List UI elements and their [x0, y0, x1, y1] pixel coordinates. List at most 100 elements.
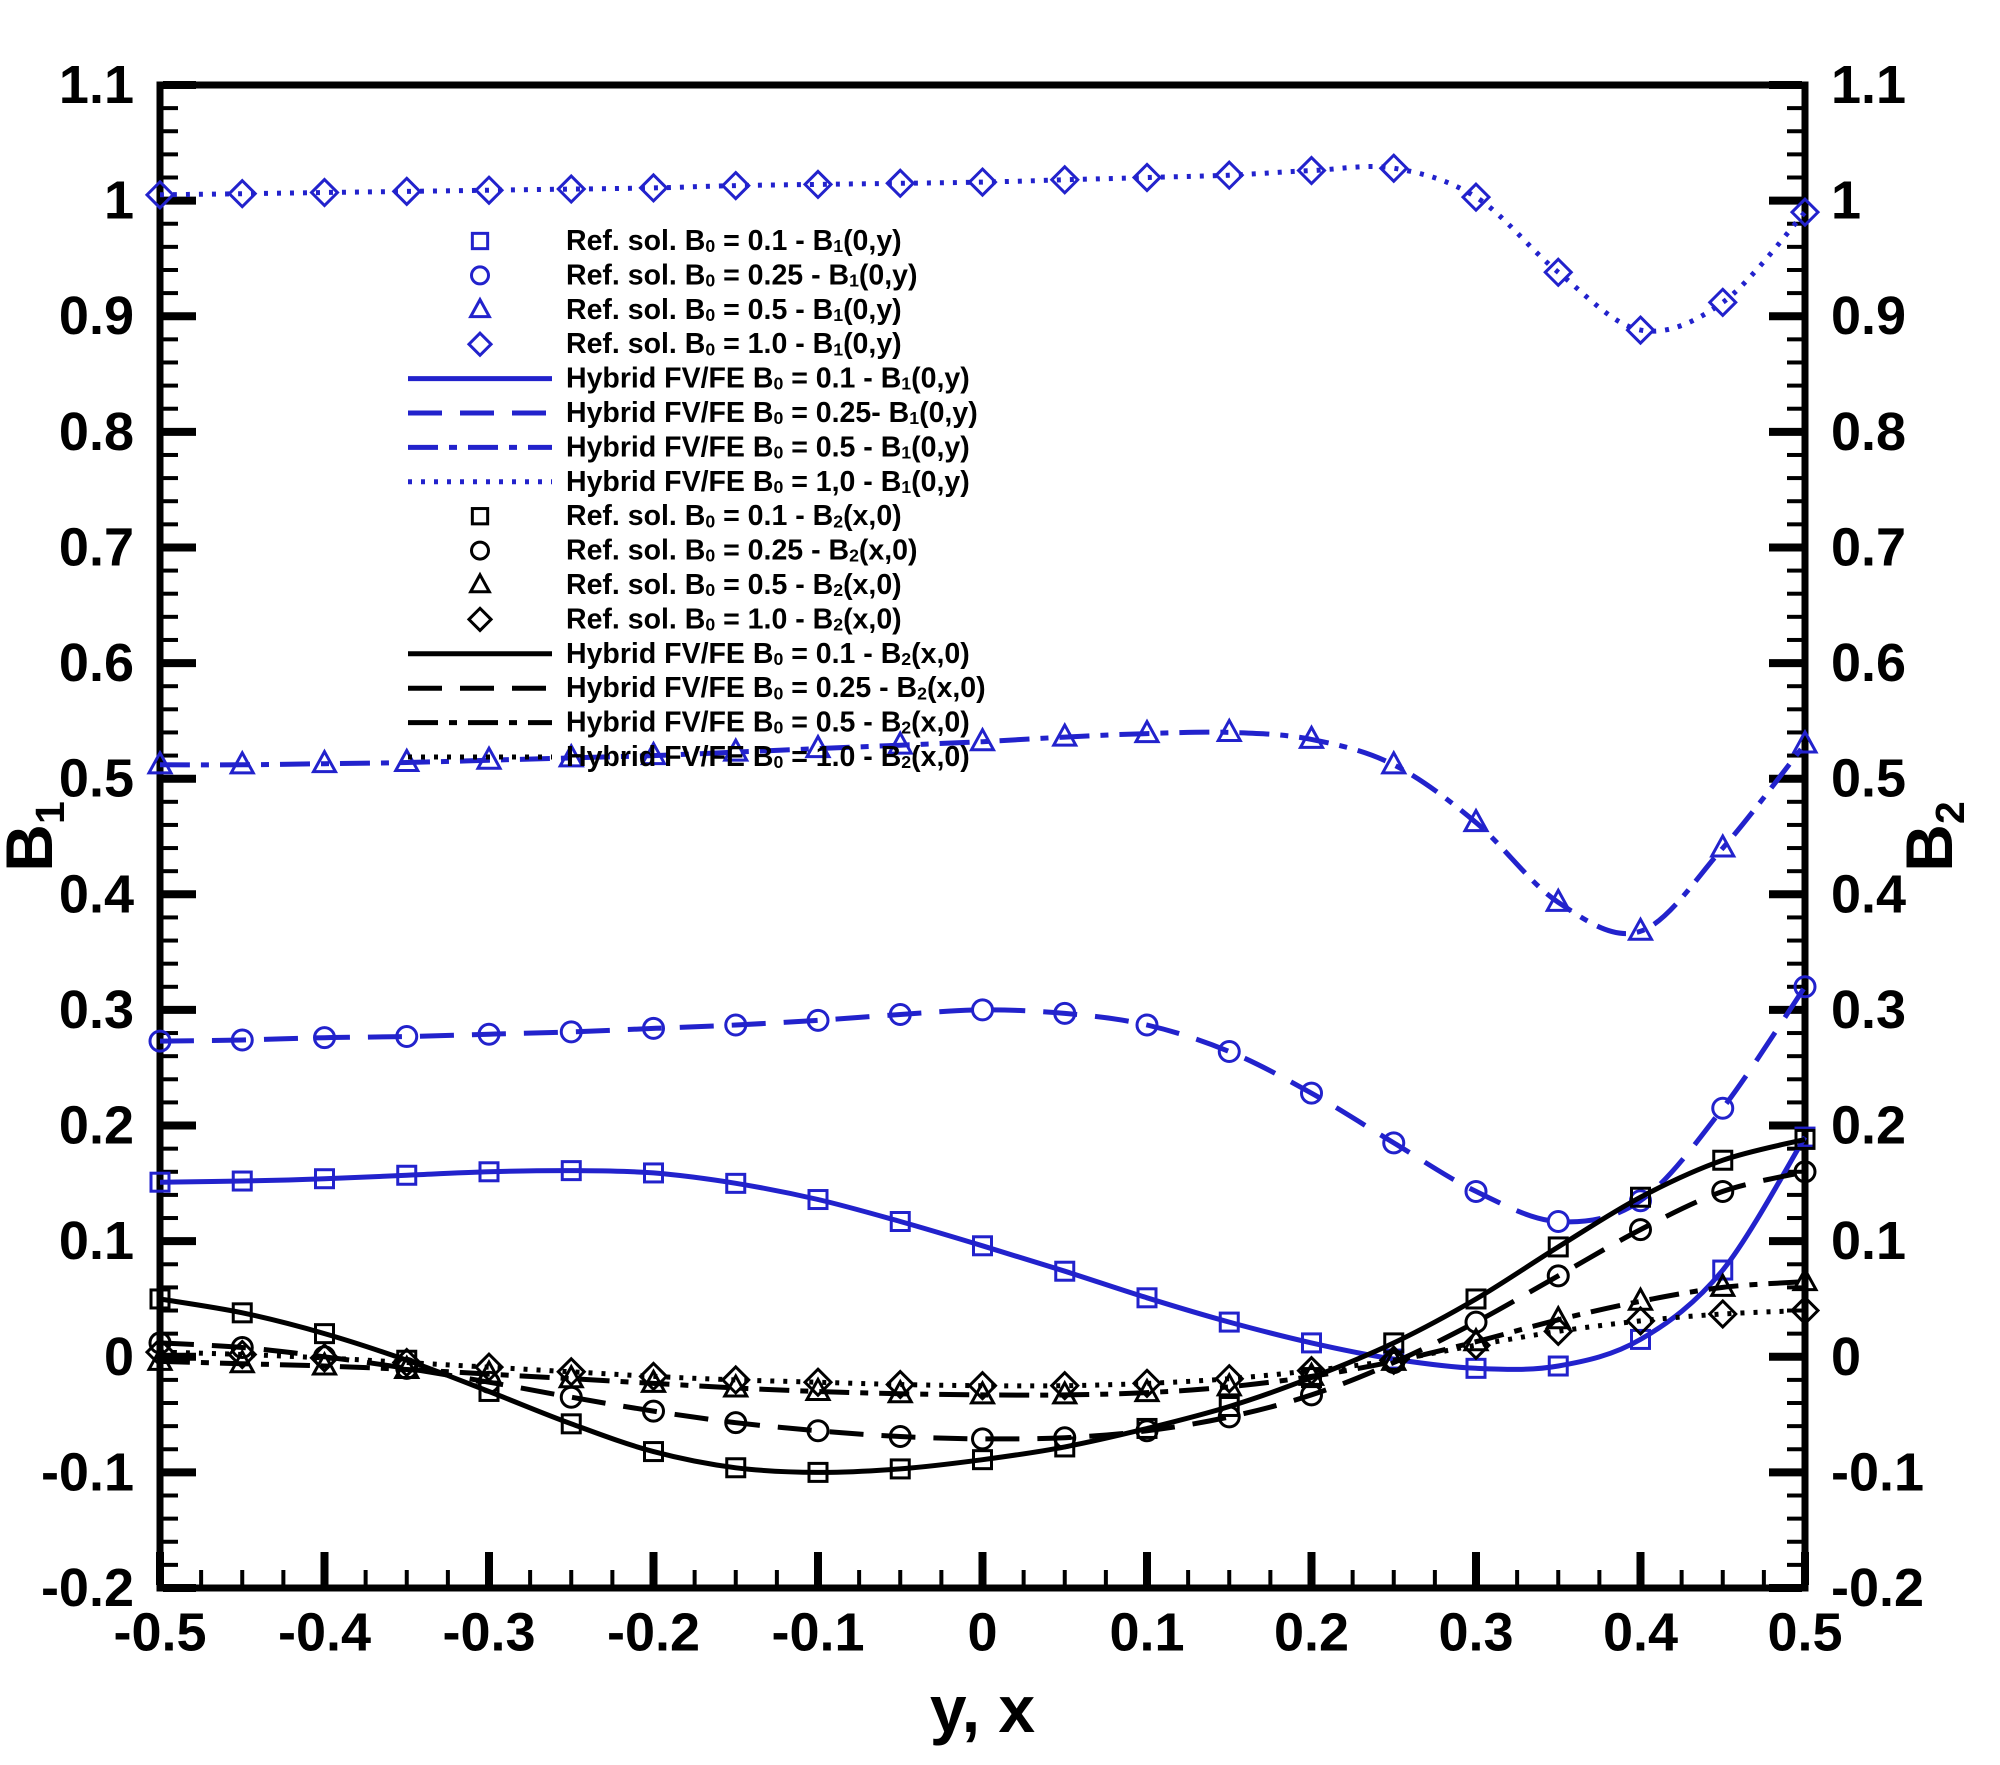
triangle-marker	[1462, 807, 1490, 833]
diamond-marker	[885, 1369, 916, 1400]
y-right-tick-label: 0.5	[1831, 749, 1906, 809]
triangle-marker	[468, 571, 492, 594]
y-right-tick-label: 0	[1831, 1327, 1861, 1387]
plot-frame	[156, 81, 1809, 1592]
circle-marker	[971, 998, 994, 1022]
triangle-marker	[886, 730, 914, 755]
triangle-marker	[1215, 717, 1243, 742]
hybrid-line-b1-b0-0p25	[159, 985, 1808, 1225]
curve-b1-b0-0p5	[146, 717, 1819, 941]
legend-item: Ref. sol. B0 = 0.1 - B2(x,0)	[470, 500, 902, 532]
square-marker	[1465, 1288, 1487, 1310]
ref-markers-b2-b0-1p0	[144, 1295, 1821, 1401]
curve-b1-b0-0p1	[149, 1126, 1816, 1379]
triangle-marker	[1380, 1346, 1408, 1371]
circle-marker	[395, 1025, 419, 1049]
triangle-marker	[1544, 1304, 1572, 1330]
triangle-marker	[393, 747, 421, 773]
square-marker	[560, 1160, 582, 1182]
circle-marker	[230, 1028, 254, 1052]
hybrid-line-b1-b0-0p1	[159, 1135, 1808, 1372]
square-marker	[1547, 1355, 1569, 1377]
square-marker	[1547, 1236, 1569, 1258]
circle-marker	[724, 1013, 748, 1037]
legend-label: Ref. sol. B0 = 0.1 - B1(0,y)	[566, 225, 902, 257]
y-right-tick-label: 0.7	[1831, 517, 1906, 577]
legend-item: Ref. sol. B0 = 1.0 - B1(0,y)	[466, 328, 902, 360]
diamond-marker	[1131, 1368, 1163, 1399]
diamond-marker	[802, 1367, 834, 1398]
square-marker	[470, 507, 490, 526]
triangle-marker	[1051, 721, 1079, 747]
diamond-marker	[1789, 197, 1821, 228]
square-marker	[478, 1161, 500, 1183]
diamond-marker	[1625, 1305, 1656, 1337]
legend-item: Ref. sol. B0 = 1.0 - B2(x,0)	[466, 603, 902, 635]
legend-item: Hybrid FV/FE B0 = 0.1 - B2(x,0)	[408, 638, 970, 670]
diamond-marker	[1543, 1316, 1574, 1347]
y-left-axis-title: B1	[0, 801, 73, 871]
triangle-marker	[1791, 728, 1819, 754]
circle-marker	[888, 1003, 912, 1027]
triangle-marker	[1709, 832, 1737, 858]
legend-label: Ref. sol. B0 = 1.0 - B1(0,y)	[566, 328, 902, 360]
square-marker	[560, 1413, 582, 1435]
triangle-marker	[228, 749, 256, 775]
legend-item: Ref. sol. B0 = 0.5 - B2(x,0)	[468, 569, 902, 601]
diamond-marker	[1460, 182, 1492, 213]
legend-item: Ref. sol. B0 = 0.1 - B1(0,y)	[470, 225, 902, 257]
circle-marker	[1217, 1040, 1241, 1064]
triangle-marker	[146, 749, 174, 775]
legend: Ref. sol. B0 = 0.1 - B1(0,y) Ref. sol. B0…	[408, 225, 986, 773]
legend-item: Hybrid FV/FE B0 = 1.0 - B2(x,0)	[408, 741, 970, 773]
diamond-marker	[1049, 1370, 1080, 1401]
legend-label: Hybrid FV/FE B0 = 0.1 - B2(x,0)	[566, 638, 970, 670]
x-tick-label: 0.1	[1109, 1602, 1184, 1662]
circle-marker	[806, 1419, 830, 1443]
square-marker	[643, 1162, 664, 1184]
y-left-tick-label: 0.4	[59, 864, 134, 924]
ref-markers-b2-b0-0p1	[149, 1128, 1816, 1483]
triangle-marker	[475, 745, 503, 770]
x-tick-label: 0	[967, 1602, 997, 1662]
square-marker	[314, 1168, 335, 1190]
diamond-marker	[1460, 1330, 1492, 1361]
square-marker	[470, 231, 490, 251]
curve-b2-b0-0p25	[148, 1160, 1817, 1451]
circle-marker	[1135, 1013, 1159, 1037]
circle-marker	[1217, 1405, 1241, 1429]
y-right-axis-title: B2	[1892, 801, 1973, 871]
curve-b2-b0-0p1	[149, 1128, 1816, 1483]
square-marker	[314, 1323, 335, 1345]
diamond-marker	[1214, 160, 1245, 191]
legend-item: Ref. sol. B0 = 0.25 - B2(x,0)	[470, 535, 918, 567]
diamond-marker	[556, 1356, 587, 1387]
circle-marker	[888, 1425, 912, 1449]
circle-marker	[1135, 1419, 1159, 1443]
x-tick-label: 0.2	[1274, 1602, 1349, 1662]
square-marker	[149, 1171, 171, 1193]
ref-markers-b2-b0-0p25	[148, 1160, 1817, 1451]
y-left-tick-label: -0.1	[41, 1442, 134, 1502]
diamond-marker	[1707, 1298, 1738, 1330]
legend-label: Ref. sol. B0 = 0.25 - B2(x,0)	[566, 535, 918, 567]
y-left-tick-label: 0.8	[59, 402, 134, 462]
diamond-marker	[391, 176, 422, 207]
square-marker	[807, 1189, 829, 1211]
triangle-marker	[804, 733, 832, 759]
x-tick-label: -0.2	[607, 1602, 700, 1662]
square-marker	[1054, 1260, 1076, 1282]
diamond-marker	[473, 175, 505, 206]
axes: -0.5 -0.4 -0.3 -0.2 -0.1 0 0.1 0.2 0.3 0.4 0.5-0.2…	[41, 55, 1924, 1662]
x-axis-title: y, x	[930, 1672, 1035, 1746]
diamond-marker	[802, 169, 834, 200]
diamond-marker	[1625, 314, 1656, 346]
legend-label: Hybrid FV/FE B0 = 0.25 - B2(x,0)	[566, 672, 986, 704]
y-left-tick-label: 0	[104, 1327, 134, 1387]
diamond-marker	[967, 166, 998, 198]
triangle-marker	[639, 740, 668, 766]
y-left-tick-label: 0.7	[59, 517, 134, 577]
legend-label: Ref. sol. B0 = 0.1 - B2(x,0)	[566, 500, 902, 532]
y-right-tick-label: 0.3	[1831, 980, 1906, 1040]
